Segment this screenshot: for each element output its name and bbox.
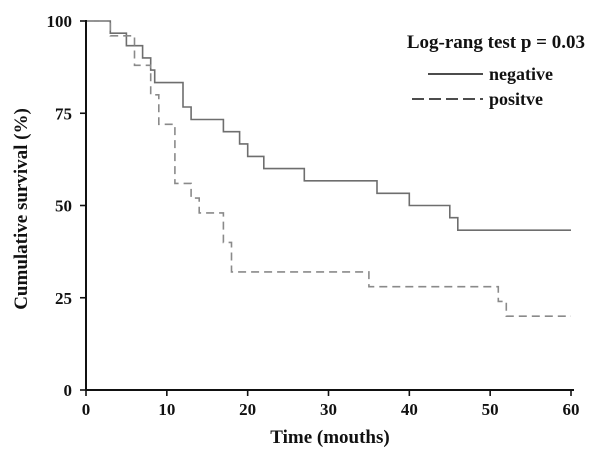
x-tick-label: 40 <box>401 400 418 419</box>
x-axis-label: Time (mouths) <box>270 427 389 448</box>
plot-lines <box>86 20 571 318</box>
legend-label-negative: negative <box>489 64 553 84</box>
y-tick-label: 50 <box>55 197 72 216</box>
y-axis-label: Cumulative survival (%) <box>11 108 32 310</box>
legend: negative positve <box>412 64 553 109</box>
series-line-negative <box>86 20 571 231</box>
y-tick-label: 100 <box>47 12 73 31</box>
log-rank-annotation: Log-rang test p = 0.03 <box>407 32 585 53</box>
x-tick-label: 50 <box>482 400 499 419</box>
x-tick-label: 0 <box>82 400 91 419</box>
x-tick-label: 30 <box>320 400 337 419</box>
legend-label-positive: positve <box>489 89 543 109</box>
series-line-positve <box>86 20 571 318</box>
y-tick-label: 25 <box>55 289 72 308</box>
y-tick-label: 0 <box>64 381 73 400</box>
y-tick-label: 75 <box>55 104 72 123</box>
x-tick-label: 60 <box>563 400 580 419</box>
x-tick-label: 20 <box>239 400 256 419</box>
x-tick-label: 10 <box>158 400 175 419</box>
ticks: 0 10 20 30 40 50 60 0 25 50 75 100 <box>47 12 580 419</box>
